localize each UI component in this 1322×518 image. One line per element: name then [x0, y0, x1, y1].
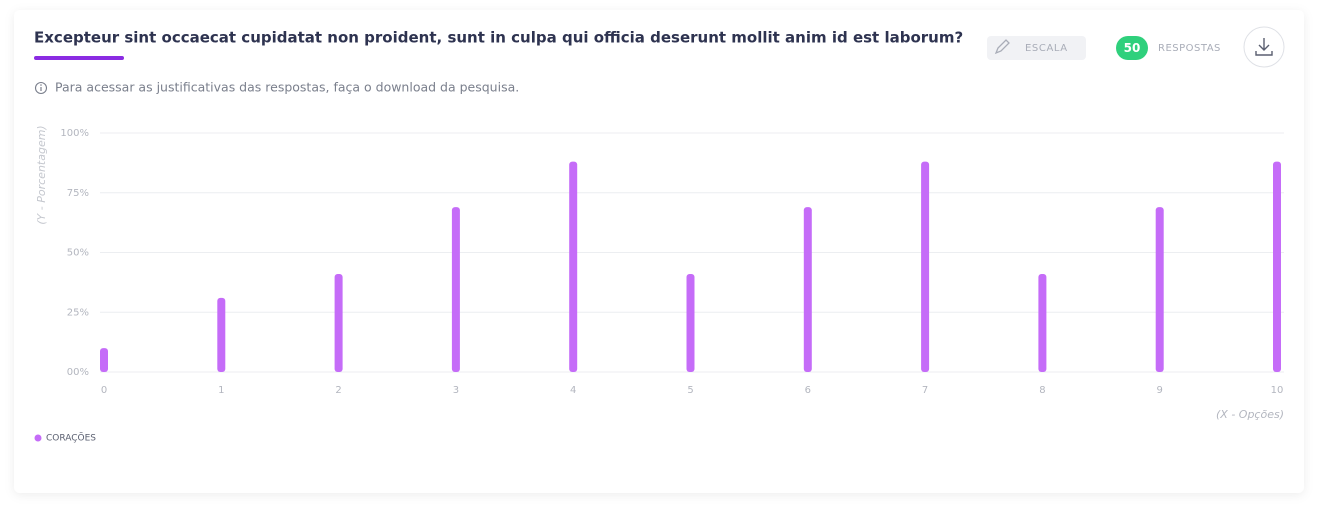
- responses-label: RESPOSTAS: [1158, 43, 1221, 54]
- chart: 00% 25% 50% 75% 100% (Y - Porcentagem) (X - Op…: [34, 125, 1284, 444]
- x-axis-label: (X - Opções): [1216, 408, 1284, 421]
- bar: [686, 274, 695, 372]
- download-button[interactable]: [1243, 26, 1285, 68]
- x-tick-label: 7: [922, 385, 928, 396]
- scale-label: ESCALA: [1025, 43, 1068, 54]
- responses-pill: [1116, 36, 1148, 60]
- x-tick-label: 0: [101, 385, 107, 396]
- title-underline: [34, 56, 124, 60]
- x-tick-label: 6: [805, 385, 811, 396]
- responses-count: 50: [1124, 41, 1141, 55]
- x-tick-label: 3: [453, 385, 459, 396]
- bar: [921, 161, 930, 372]
- info-text: Para acessar as justificativas das respo…: [55, 80, 519, 95]
- bar: [803, 207, 812, 372]
- x-tick-label: 8: [1039, 385, 1045, 396]
- y-tick-label: 75%: [67, 188, 89, 199]
- y-axis-label: (Y - Porcentagem): [35, 125, 48, 224]
- info-icon: [34, 81, 48, 95]
- bar: [569, 161, 578, 372]
- question-title: Excepteur sint occaecat cupidatat non pr…: [34, 29, 963, 47]
- x-tick-label: 1: [218, 385, 224, 396]
- y-tick-label: 100%: [60, 128, 89, 139]
- x-tick-label: 4: [570, 385, 576, 396]
- x-tick-label: 2: [335, 385, 341, 396]
- x-tick-label: 5: [687, 385, 693, 396]
- bar: [1038, 274, 1047, 372]
- y-tick-label: 25%: [67, 307, 89, 318]
- x-tick-label: 10: [1271, 385, 1284, 396]
- y-tick-label: 00%: [67, 367, 89, 378]
- legend-marker: [34, 434, 42, 442]
- y-tick-label: 50%: [67, 248, 89, 259]
- x-tick-label: 9: [1157, 385, 1163, 396]
- bar: [334, 274, 343, 372]
- bar: [100, 348, 108, 372]
- bar: [451, 207, 460, 372]
- bar: [1155, 207, 1164, 372]
- legend-label: CORAÇÕES: [46, 432, 96, 444]
- bar: [217, 297, 226, 372]
- bar: [1273, 161, 1281, 372]
- scale-badge: ESCALA: [987, 36, 1086, 60]
